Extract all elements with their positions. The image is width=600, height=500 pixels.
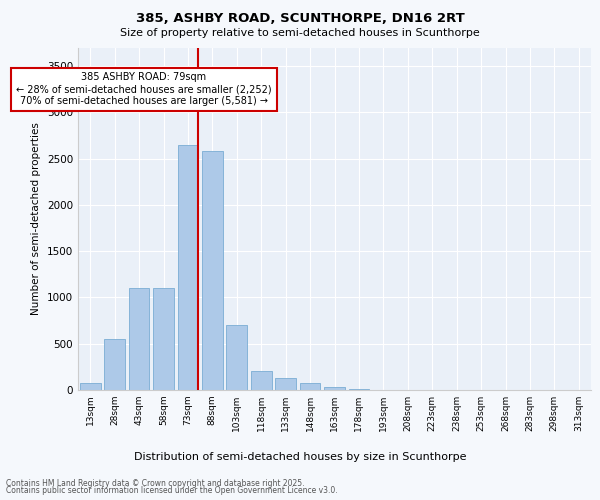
Text: Distribution of semi-detached houses by size in Scunthorpe: Distribution of semi-detached houses by … [134,452,466,462]
Text: 385 ASHBY ROAD: 79sqm
← 28% of semi-detached houses are smaller (2,252)
70% of s: 385 ASHBY ROAD: 79sqm ← 28% of semi-deta… [16,72,272,106]
Y-axis label: Number of semi-detached properties: Number of semi-detached properties [31,122,41,315]
Bar [202,151,223,390]
Bar [299,383,320,390]
Bar [178,144,199,390]
Bar [104,339,125,390]
Bar [251,372,272,390]
Text: Size of property relative to semi-detached houses in Scunthorpe: Size of property relative to semi-detach… [120,28,480,38]
Bar [226,325,247,390]
Text: Contains HM Land Registry data © Crown copyright and database right 2025.: Contains HM Land Registry data © Crown c… [6,478,305,488]
Bar [349,389,370,390]
Text: 385, ASHBY ROAD, SCUNTHORPE, DN16 2RT: 385, ASHBY ROAD, SCUNTHORPE, DN16 2RT [136,12,464,26]
Bar [80,383,101,390]
Bar [153,288,174,390]
Bar [275,378,296,390]
Bar [128,288,149,390]
Text: Contains public sector information licensed under the Open Government Licence v3: Contains public sector information licen… [6,486,338,495]
Bar [324,387,345,390]
